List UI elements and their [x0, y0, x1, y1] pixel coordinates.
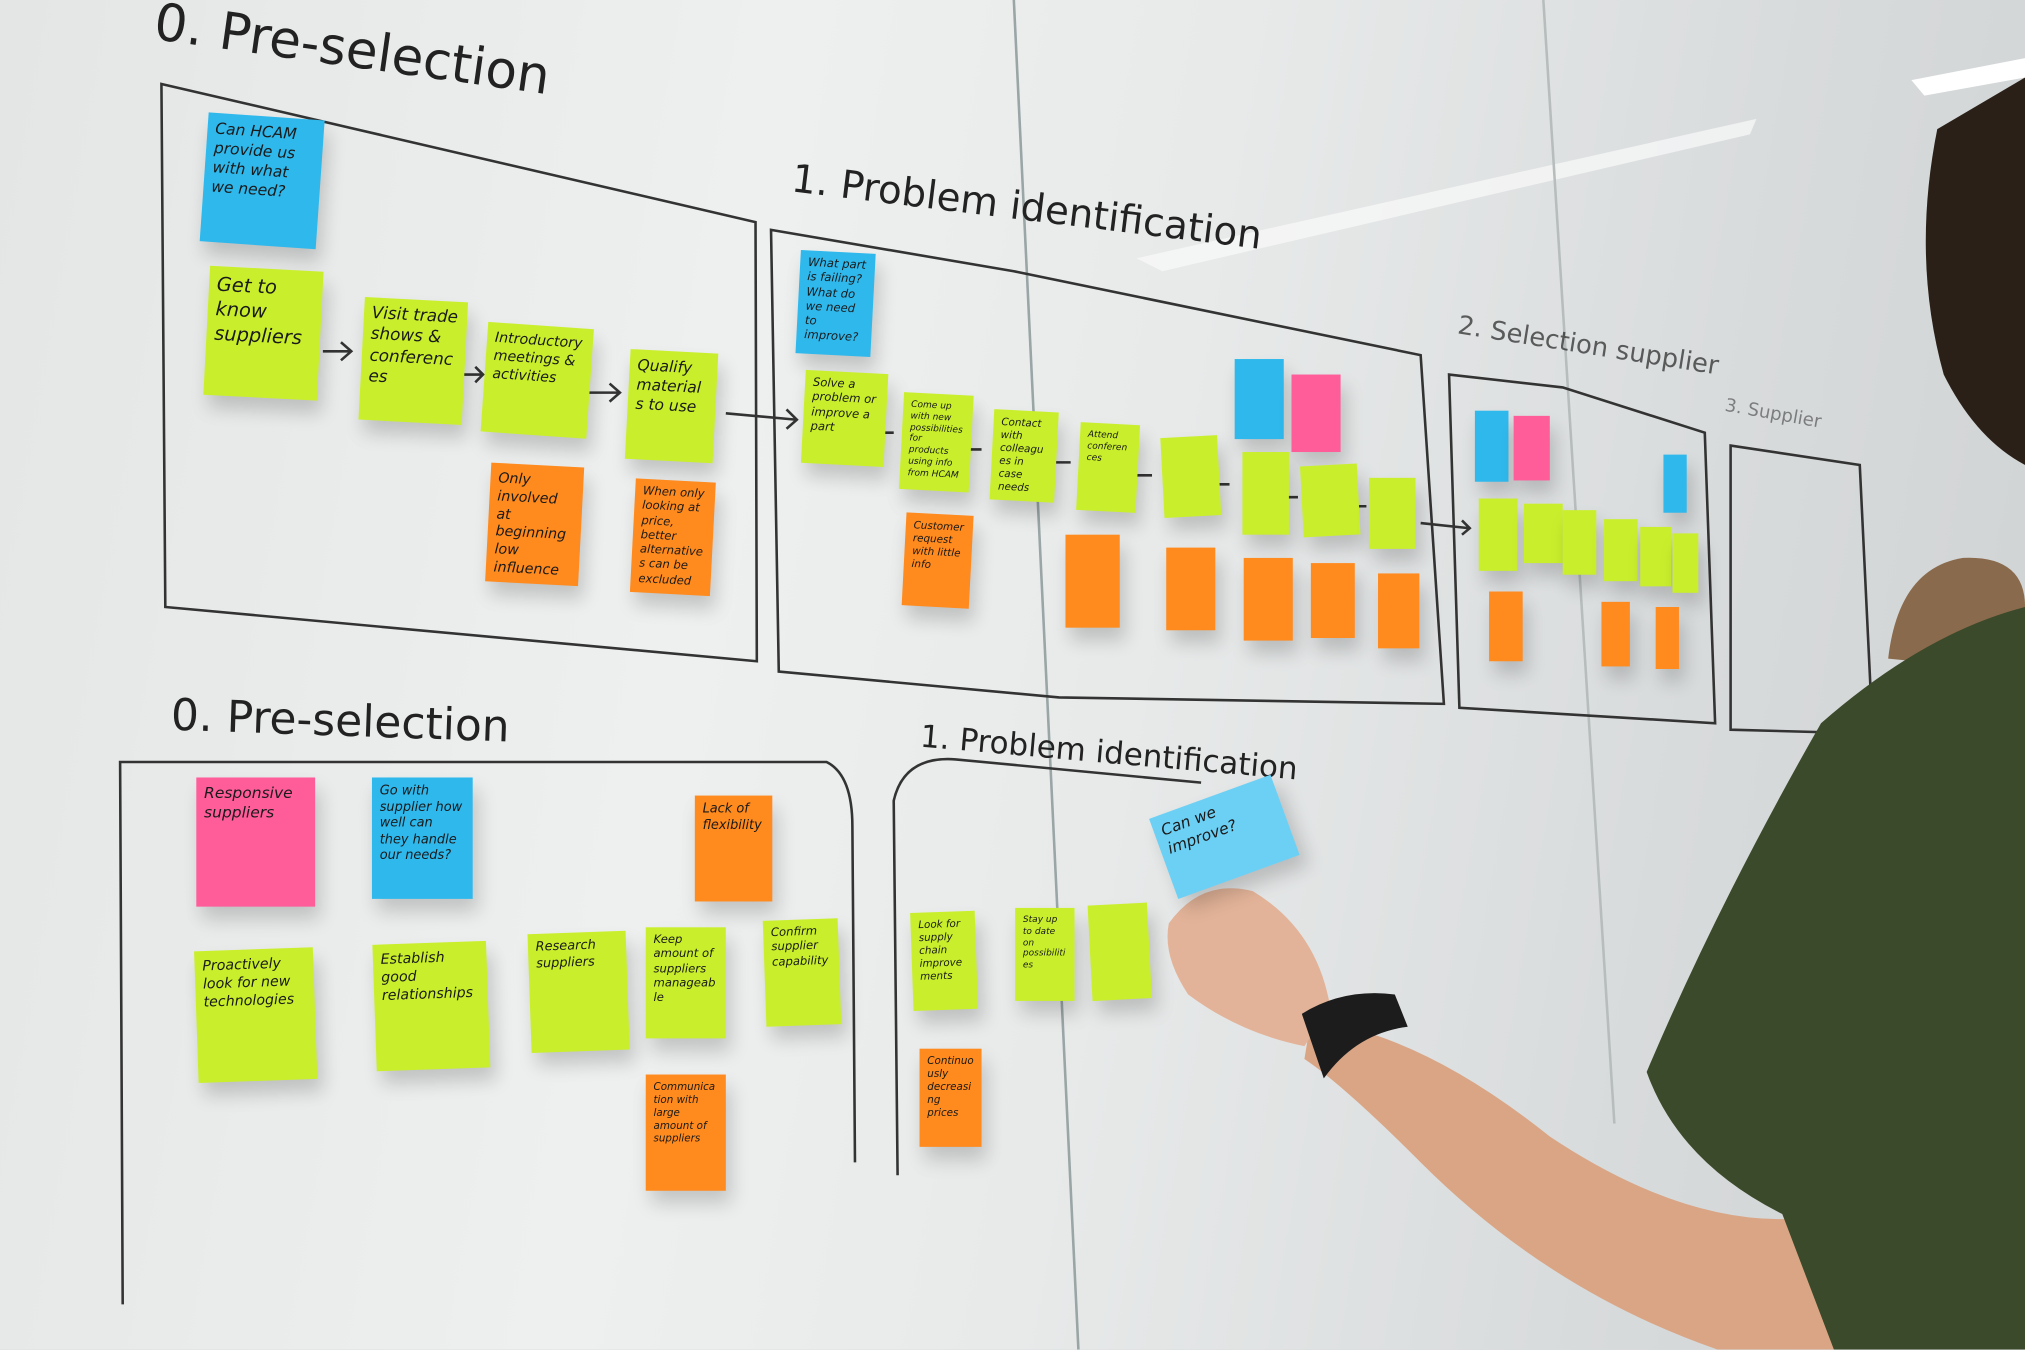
box-problem-identification-top — [769, 228, 1446, 706]
sticky-note: Keep amount of suppliers manageable — [645, 927, 726, 1039]
sticky-note — [1663, 454, 1687, 513]
box-selection-top — [1447, 373, 1717, 725]
ceiling-light — [1911, 58, 2025, 96]
sticky-note: Lack of flexibility — [694, 795, 773, 902]
sticky-note: Stay up to date on possibilities — [1015, 907, 1075, 1001]
sticky-note — [1672, 533, 1699, 593]
sticky-note — [1478, 498, 1518, 571]
sticky-note — [1513, 415, 1550, 481]
sticky-note — [1310, 563, 1355, 639]
sticky-note — [1604, 519, 1638, 582]
sticky-note: Responsive suppliers — [196, 777, 316, 907]
sticky-note — [1640, 526, 1672, 587]
sticky-note — [1243, 557, 1293, 641]
sticky-note — [1291, 374, 1341, 453]
box-pre-selection-top — [160, 82, 759, 663]
light-reflection — [1136, 118, 1757, 272]
sticky-note: Communication with large amount of suppl… — [645, 1074, 726, 1191]
sticky-note — [1242, 452, 1289, 535]
sticky-note — [1601, 601, 1630, 667]
sticky-note — [1655, 607, 1679, 669]
sticky-note — [1065, 534, 1120, 628]
sticky-note — [1523, 503, 1563, 564]
sticky-note — [1234, 359, 1284, 440]
hand — [1167, 888, 1331, 1047]
sticky-note: Go with supplier how well can they handl… — [371, 777, 473, 899]
box-problem-identification-bottom — [892, 757, 1202, 1176]
sticky-note — [1489, 591, 1523, 662]
sticky-note — [1368, 477, 1416, 549]
panel-seam — [1012, 0, 1080, 1350]
person-head — [1925, 77, 2025, 465]
person-shirt — [1646, 607, 2025, 1350]
sticky-note — [1474, 410, 1509, 482]
sticky-note: Continuously decreasing prices — [919, 1048, 982, 1147]
sticky-note — [1378, 573, 1420, 649]
arm — [1304, 1020, 1860, 1350]
box-pre-selection-bottom — [118, 760, 857, 1305]
heading-pre-selection-bottom: 0. Pre-selection — [170, 690, 510, 753]
flow-arrows — [322, 341, 1472, 536]
sticky-note — [1562, 510, 1597, 575]
watch — [1301, 993, 1408, 1079]
sticky-note — [1166, 547, 1216, 631]
